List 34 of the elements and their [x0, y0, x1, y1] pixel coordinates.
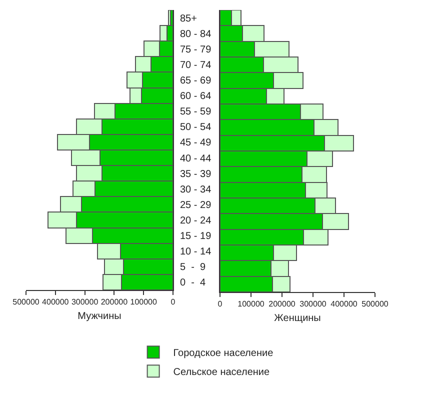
- x-tick-label: 500000: [12, 298, 40, 307]
- x-tick-label: 100000: [130, 298, 158, 307]
- y-tick-label: 30 - 34: [180, 184, 212, 196]
- x-axis-title: Мужчины: [78, 311, 122, 322]
- y-tick-label: 80 - 84: [180, 28, 212, 40]
- legend-label: Сельское население: [173, 367, 270, 378]
- y-tick-label: 45 - 49: [180, 138, 212, 149]
- x-tick-label: 300000: [300, 300, 327, 309]
- x-axis-title: Женщины: [274, 313, 321, 324]
- y-tick-label: 10 - 14: [180, 246, 212, 258]
- x-tick-label: 0: [170, 298, 176, 307]
- x-tick-label: 0: [218, 300, 223, 309]
- y-tick-label: 20 - 24: [180, 216, 212, 226]
- y-tick-label: 15 - 19: [180, 231, 212, 242]
- y-tick-label: 60 - 64: [180, 91, 212, 102]
- y-tick-label: 55 - 59: [180, 106, 212, 118]
- y-tick-label: 40 - 44: [180, 153, 212, 164]
- y-tick-label: 0 - 4: [180, 278, 206, 289]
- y-tick-label: 70 - 74: [180, 60, 212, 71]
- x-tick-label: 100000: [238, 300, 265, 309]
- x-tick-label: 400000: [42, 298, 70, 307]
- x-tick-label: 200000: [100, 298, 128, 307]
- y-tick-label: 5 - 9: [180, 262, 206, 274]
- y-tick-label: 65 - 69: [180, 76, 212, 86]
- x-tick-label: 200000: [268, 300, 296, 309]
- y-tick-label: 50 - 54: [180, 122, 212, 134]
- x-tick-label: 400000: [330, 300, 358, 309]
- y-tick-label: 35 - 39: [180, 168, 212, 180]
- legend-label: Городское население: [173, 348, 274, 359]
- x-tick-label: 500000: [362, 300, 389, 309]
- y-tick-label: 75 - 79: [180, 44, 212, 56]
- x-tick-label: 300000: [71, 298, 99, 307]
- y-tick-label: 85+: [180, 13, 198, 24]
- y-tick-label: 25 - 29: [180, 200, 212, 211]
